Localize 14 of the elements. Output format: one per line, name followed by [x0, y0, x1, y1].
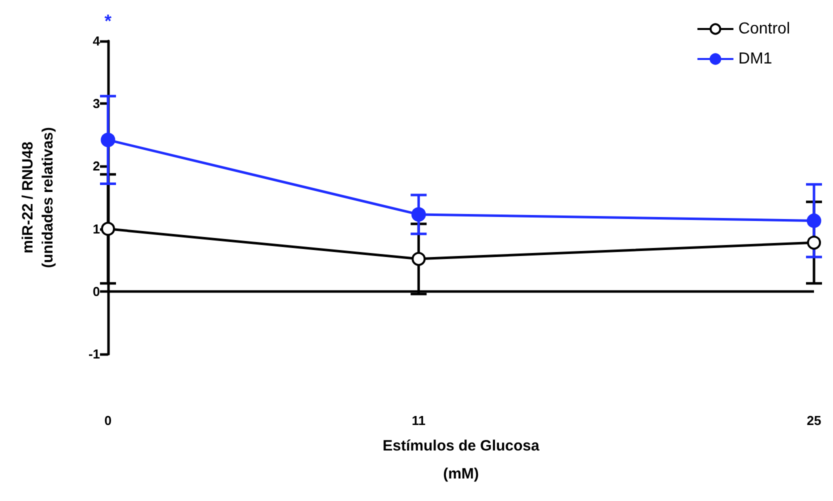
y-tick-label: 2 — [92, 158, 100, 174]
y-tick-label: -1 — [88, 346, 100, 362]
y-tick-label: 0 — [92, 284, 100, 299]
y-axis-title: miR-22 / RNU48 (unidades relativas) — [20, 127, 56, 268]
x-axis-title: Estímulos de Glucosa (mM) — [382, 438, 540, 482]
x-tick-label: 25 — [806, 413, 822, 428]
legend-label: Control — [738, 20, 790, 38]
x-tick-label: 11 — [412, 413, 426, 428]
legend-label: DM1 — [738, 50, 772, 68]
x-tick-label: 0 — [104, 413, 112, 428]
y-tick-label: 3 — [92, 96, 100, 112]
text: * — [104, 11, 112, 31]
y-tick-label: 4 — [92, 34, 101, 48]
y-tick-label: 1 — [92, 221, 100, 236]
